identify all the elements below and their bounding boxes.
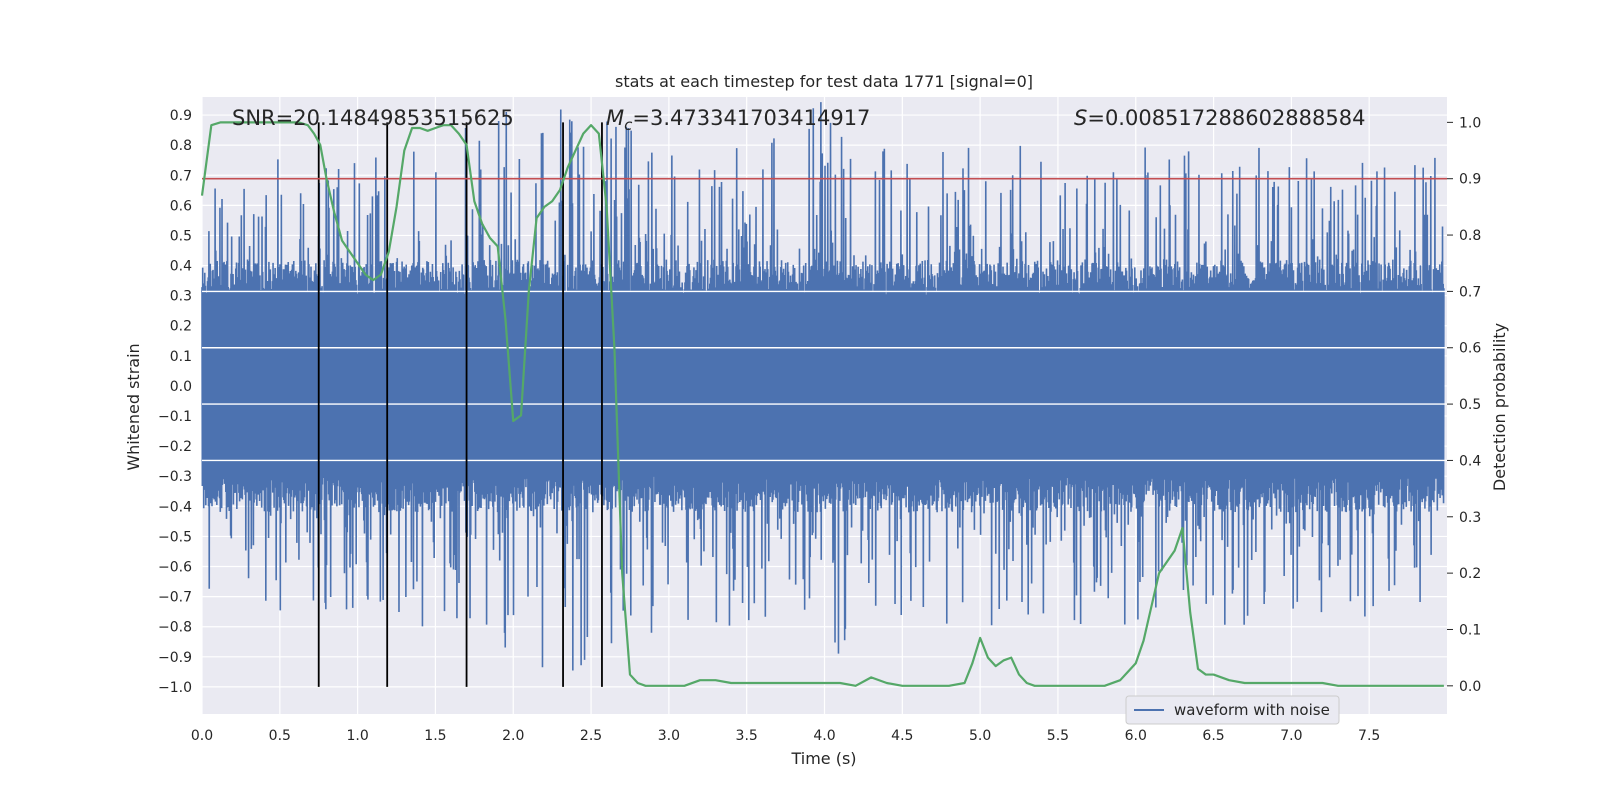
y-tick-label-right: 0.9 xyxy=(1459,172,1481,188)
overlay-series xyxy=(200,121,1447,687)
score-value: =0.008517288602888584 xyxy=(1087,106,1365,130)
legend-waveform-label: waveform with noise xyxy=(1174,701,1330,719)
y-tick-label-right: 0.5 xyxy=(1459,397,1481,413)
y-tick-label-right: 1.0 xyxy=(1459,115,1481,131)
snr-annotation: SNR=20.14849853515625 xyxy=(232,106,514,130)
x-tick-label: 2.0 xyxy=(502,728,524,744)
legend: waveform with noise xyxy=(1125,695,1340,725)
x-tick-label: 5.0 xyxy=(969,728,991,744)
score-symbol: S xyxy=(1074,106,1087,130)
axes: 0.0 0.5 1.0 1.5 2.0 2.5 3.0 3.5 4.0 4.5 5.0 5.5 6.0 6… xyxy=(158,108,1481,744)
y-tick-label-right: 0.7 xyxy=(1459,284,1481,300)
x-tick-label: 6.0 xyxy=(1125,728,1147,744)
x-axis-label: Time (s) xyxy=(790,749,856,768)
chirp-mass-annotation: Mc=3.473341703414917 xyxy=(606,106,870,134)
x-tick-label: 3.5 xyxy=(736,728,758,744)
detection-probability-line xyxy=(200,121,1444,687)
chart-title: stats at each timestep for test data 177… xyxy=(615,72,1033,91)
y-tick-label-left: 0.1 xyxy=(170,349,192,365)
x-tick-label: 2.5 xyxy=(580,728,602,744)
y-tick-label-left: −0.8 xyxy=(158,620,192,636)
y-tick-label-left: −0.5 xyxy=(158,529,192,545)
y-axis-label-right: Detection probability xyxy=(1490,323,1509,491)
x-tick-label: 4.5 xyxy=(891,728,913,744)
x-tick-label: 0.0 xyxy=(191,728,213,744)
y-tick-label-left: 0.8 xyxy=(170,138,192,154)
y-tick-label-left: −1.0 xyxy=(158,680,192,696)
chirp-mass-value: =3.473341703414917 xyxy=(632,106,870,130)
x-tick-label: 1.0 xyxy=(346,728,368,744)
x-tick-label: 5.5 xyxy=(1047,728,1069,744)
y-tick-label-right: 0.2 xyxy=(1459,566,1481,582)
x-tick-label: 3.0 xyxy=(658,728,680,744)
chirp-mass-symbol: M xyxy=(606,106,624,130)
legend-box xyxy=(1125,695,1340,725)
y-tick-label-left: 0.7 xyxy=(170,168,192,184)
y-tick-label-left: 0.5 xyxy=(170,228,192,244)
y-tick-label-left: 0.3 xyxy=(170,289,192,305)
y-tick-label-right: 0.0 xyxy=(1459,679,1481,695)
y-tick-label-left: −0.6 xyxy=(158,560,192,576)
y-axis-label-left: Whitened strain xyxy=(124,343,143,470)
waveform-line xyxy=(201,102,1445,671)
x-tick-label: 0.5 xyxy=(269,728,291,744)
y-tick-label-left: 0.0 xyxy=(170,379,192,395)
y-tick-label-right: 0.8 xyxy=(1459,228,1481,244)
y-tick-label-left: 0.9 xyxy=(170,108,192,124)
y-tick-label-right: 0.4 xyxy=(1459,453,1481,469)
y-tick-label-right: 0.1 xyxy=(1459,622,1481,638)
y-tick-label-left: −0.1 xyxy=(158,409,192,425)
chirp-mass-subscript: c xyxy=(624,116,633,134)
y-tick-label-left: −0.9 xyxy=(158,650,192,666)
score-annotation: S=0.008517288602888584 xyxy=(1074,106,1365,130)
y-tick-label-left: 0.2 xyxy=(170,319,192,335)
x-tick-label: 7.0 xyxy=(1280,728,1302,744)
y-tick-label-right: 0.6 xyxy=(1459,341,1481,357)
y-tick-label-left: 0.6 xyxy=(170,198,192,214)
y-tick-label-left: −0.3 xyxy=(158,469,192,485)
y-tick-label-right: 0.3 xyxy=(1459,510,1481,526)
y-tick-label-left: −0.7 xyxy=(158,590,192,606)
y-tick-label-left: −0.4 xyxy=(158,499,192,515)
y-tick-label-left: 0.4 xyxy=(170,259,192,275)
x-tick-label: 4.0 xyxy=(813,728,835,744)
y-tick-label-left: −0.2 xyxy=(158,439,192,455)
x-tick-label: 1.5 xyxy=(424,728,446,744)
x-tick-label: 7.5 xyxy=(1358,728,1380,744)
waveform-series xyxy=(201,102,1445,671)
x-tick-label: 6.5 xyxy=(1202,728,1224,744)
